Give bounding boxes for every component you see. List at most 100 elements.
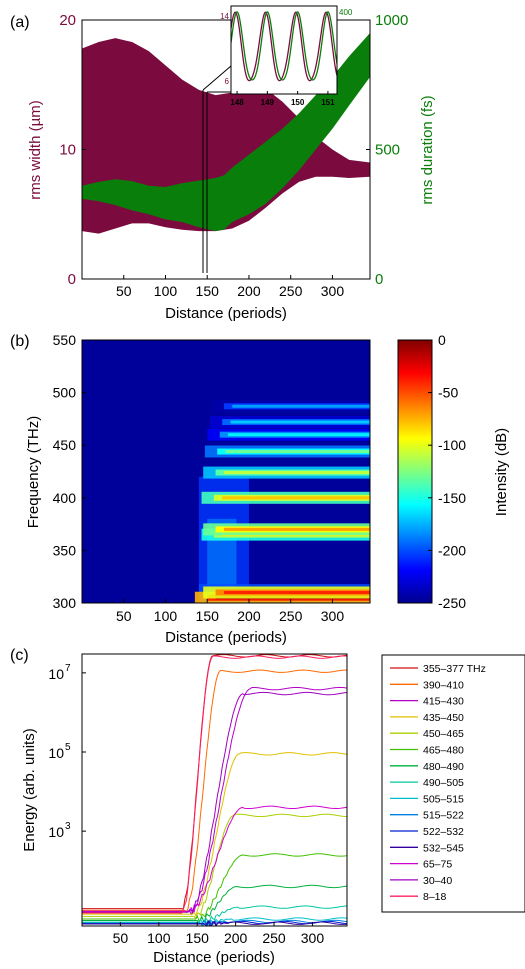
panel-c-frame [81,653,348,927]
energy-line-7 [82,905,347,926]
x-tick-label: 150 [196,608,220,624]
colorbar-ticks: 0 -50 -100 -150 -200 -250 [428,332,466,611]
x-tick-label: 100 [154,608,178,624]
legend-label: 30–40 [423,875,452,887]
y-tick-label: 450 [53,437,77,453]
energy-line-13 [82,691,347,915]
y-tick-label: 500 [53,385,77,401]
zoom-connector-left [202,65,232,91]
x-tick-label: 100 [147,930,171,946]
legend-label: 8–18 [423,891,447,903]
inset: 14 6 400 148 149 150 151 [220,5,353,107]
y-tick-label: 350 [53,542,77,558]
x-tick-label: 100 [154,283,178,299]
panel-a-xlabel: Distance (periods) [165,305,287,322]
inset-lines [231,11,337,82]
panel-b-frame [81,339,371,604]
legend-label: 450–465 [423,728,464,740]
y-tick-label: 400 [53,490,77,506]
x-tick-label: 200 [237,608,261,624]
inset-right-tick: 400 [339,8,353,17]
colorbar-tick-label: 0 [438,332,446,348]
panel-b-ticks: 50 100 150 200 250 300 300 350 400 450 500 550 [53,332,345,624]
heatmap-band-core [228,433,370,437]
panel-b-label: (b) [10,333,30,350]
inset-x-tick-label: 150 [291,98,305,107]
y-tick-label: 10 [48,666,64,682]
legend-label: 355–377 THz [423,663,486,675]
panel-a-areas [82,32,370,234]
legend-label: 522–532 [423,826,464,838]
energy-line-14 [82,655,347,914]
inset-x-tick-label: 148 [230,98,244,107]
inset-x-tick-label: 151 [321,98,335,107]
heatmap-band-core [232,404,370,408]
x-tick-label: 300 [301,930,325,946]
y-left-tick-label: 0 [68,271,76,288]
inset-x-tick-label: 149 [261,98,275,107]
legend-label: 435–450 [423,712,464,724]
x-tick-label: 300 [321,608,345,624]
legend-label: 532–545 [423,842,464,854]
legend-label: 490–505 [423,777,464,789]
x-tick-label: 50 [113,930,129,946]
heatmap-band-core [225,450,370,454]
legend: 355–377 THz 390–410 415–430 435–450 450–465 4… [390,663,486,903]
area-rms-duration [82,32,370,232]
energy-line-1 [82,669,347,914]
panel-b: (b) 50 100 150 200 250 300300350400450500550 … [10,332,510,646]
y-right-tick-label: 500 [375,142,400,159]
y-tick-exponent: 5 [65,742,71,753]
y-left-tick-label: 10 [59,142,76,159]
legend-label: 480–490 [423,761,464,773]
energy-line-5 [82,853,347,922]
y-tick-exponent: 3 [65,821,71,832]
energy-line-11 [82,919,347,926]
y-tick-label: 300 [53,595,77,611]
panel-c-label: (c) [10,647,29,664]
x-tick-label: 150 [196,283,220,299]
panel-a-ylabel-left: rms width (µm) [27,100,44,199]
y-tick-label: 10 [48,824,64,840]
heatmap-bands [194,400,370,603]
panel-c-lines [82,654,347,926]
y-right-tick-label: 1000 [375,12,408,29]
y-tick-label: 10 [48,745,64,761]
colorbar-tick-label: -100 [438,437,466,453]
x-tick-label: 50 [116,608,132,624]
x-tick-label: 200 [237,283,261,299]
heatmap-band-core [223,471,370,475]
energy-line-2 [82,686,347,916]
colorbar-tick-label: -250 [438,595,466,611]
energy-line-0 [82,654,347,910]
legend-box [381,654,525,913]
y-right-tick-label: 0 [375,271,383,288]
colorbar-label: Intensity (dB) [493,428,510,516]
legend-label: 515–522 [423,810,464,822]
inset-frame-top [230,5,338,95]
heatmap-band-core [223,527,370,531]
inset-width-line [231,11,337,82]
heatmap-band-core [223,590,370,594]
heatmap-band-core [222,496,370,500]
colorbar [397,339,433,604]
x-tick-label: 250 [279,283,303,299]
inset-left-tick-top: 14 [220,12,229,21]
legend-label: 415–430 [423,696,464,708]
colorbar-tick-label: -150 [438,490,466,506]
legend-label: 465–480 [423,745,464,757]
y-tick-label: 550 [53,332,77,348]
panel-a-label: (a) [10,14,30,31]
y-tick-exponent: 7 [65,663,71,674]
inset-ticks: 148 149 150 151 [230,91,335,107]
panel-b-ylabel: Frequency (THz) [25,416,42,529]
colorbar-tick-label: -50 [438,385,458,401]
heatmap-band-core [230,420,370,424]
panel-c-ylabel: Energy (arb. units) [21,728,38,851]
legend-label: 390–410 [423,679,464,691]
x-tick-label: 150 [186,930,210,946]
y-left-tick-label: 20 [59,12,76,29]
energy-line-6 [82,884,347,925]
area-rms-width [82,38,370,234]
